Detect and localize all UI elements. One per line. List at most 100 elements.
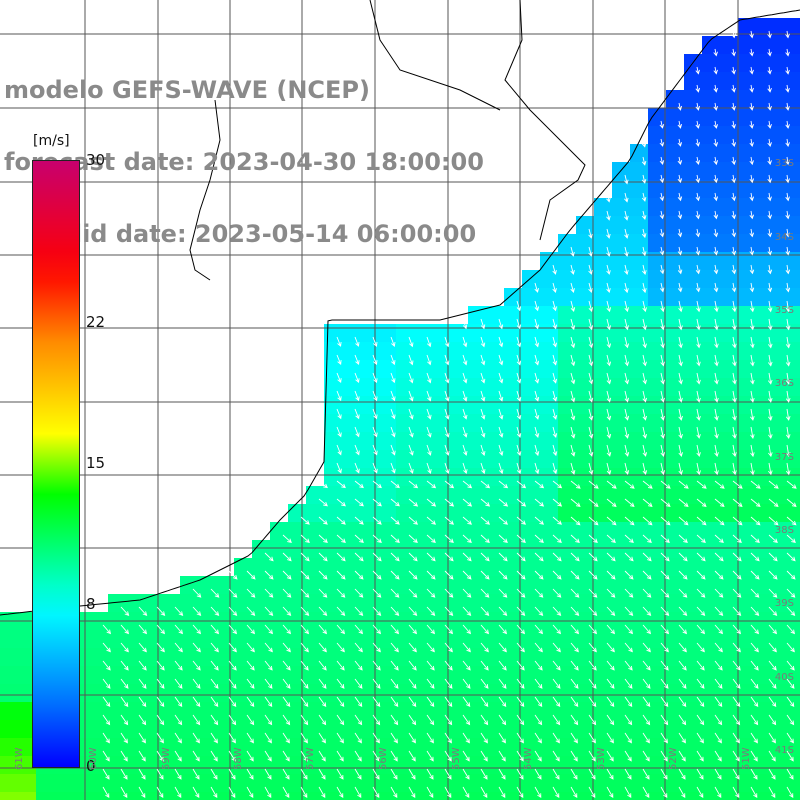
- wind-arrow: [768, 408, 773, 421]
- wind-arrow: [174, 660, 183, 671]
- wind-arrow: [624, 282, 629, 294]
- wind-arrow: [552, 714, 561, 726]
- wind-arrow: [624, 462, 630, 476]
- wind-arrow: [336, 534, 346, 544]
- wind-arrow: [713, 174, 719, 184]
- wind-arrow: [767, 282, 773, 293]
- wind-arrow: [660, 714, 669, 726]
- wind-arrow: [480, 516, 491, 525]
- wind-arrow: [552, 606, 562, 616]
- wind-arrow: [785, 426, 791, 440]
- wind-arrow: [516, 606, 526, 616]
- wind-arrow: [282, 768, 290, 780]
- wind-arrow: [749, 228, 755, 238]
- wind-arrow: [336, 696, 345, 708]
- wind-arrow: [498, 390, 504, 402]
- wind-arrow: [714, 354, 719, 367]
- wind-arrow: [480, 354, 486, 366]
- wind-arrow: [660, 732, 668, 744]
- wind-arrow: [552, 390, 558, 402]
- wind-arrow: [677, 264, 683, 275]
- wind-arrow: [390, 588, 400, 598]
- wind-arrow: [731, 30, 736, 39]
- wind-arrow: [624, 174, 629, 185]
- wind-arrow: [426, 660, 435, 671]
- wind-arrow: [426, 444, 432, 456]
- wind-arrow: [588, 516, 599, 526]
- longitude-label: 54W: [523, 747, 534, 770]
- wind-arrow: [552, 282, 557, 294]
- wind-arrow: [678, 732, 686, 744]
- wind-arrow: [282, 624, 292, 635]
- wind-arrow: [588, 624, 598, 635]
- wind-arrow: [156, 714, 165, 726]
- wind-arrow: [534, 642, 543, 653]
- wind-arrow: [498, 516, 509, 525]
- wind-arrow: [462, 642, 471, 653]
- wind-arrow: [695, 102, 701, 111]
- wind-arrow: [767, 372, 773, 385]
- wind-arrow: [264, 714, 273, 726]
- wind-arrow: [390, 516, 400, 525]
- wind-arrow: [624, 624, 634, 635]
- wind-arrow: [732, 354, 737, 367]
- colorbar-tick-label: 22: [86, 312, 106, 331]
- wind-arrow: [606, 462, 612, 476]
- wind-arrow: [768, 462, 773, 476]
- wind-arrow: [408, 426, 414, 438]
- wind-arrow: [750, 570, 760, 580]
- wind-arrow: [785, 408, 791, 421]
- wind-arrow: [624, 678, 633, 689]
- wind-arrow: [372, 426, 378, 438]
- wind-arrow: [480, 318, 486, 330]
- wind-arrow: [444, 624, 454, 635]
- wind-arrow: [785, 210, 790, 220]
- wind-arrow: [696, 678, 705, 689]
- wind-arrow: [732, 444, 737, 458]
- wind-arrow: [695, 264, 701, 275]
- wind-arrow: [588, 534, 598, 544]
- wind-arrow: [659, 264, 665, 275]
- wind-arrow: [228, 696, 237, 708]
- wind-arrow: [498, 714, 507, 726]
- wind-arrow: [282, 732, 290, 744]
- wind-arrow: [624, 606, 634, 616]
- wind-arrow: [354, 732, 362, 744]
- wind-arrow: [768, 786, 776, 799]
- wind-arrow: [372, 552, 382, 562]
- wind-arrow: [426, 336, 432, 348]
- wind-arrow: [552, 318, 558, 330]
- wind-arrow: [678, 624, 688, 635]
- wind-arrow: [677, 192, 683, 202]
- wind-arrow: [588, 264, 593, 275]
- wind-arrow: [588, 678, 597, 689]
- wind-arrow: [462, 480, 473, 489]
- wind-arrow: [732, 606, 742, 616]
- wind-arrow: [462, 732, 470, 744]
- wind-arrow: [785, 84, 790, 93]
- wind-arrow: [570, 336, 576, 349]
- wind-arrow: [786, 480, 797, 489]
- wind-arrow: [480, 408, 486, 420]
- wind-arrow: [767, 120, 772, 129]
- wind-arrow: [732, 300, 737, 313]
- wind-arrow: [246, 642, 255, 653]
- wind-arrow: [606, 750, 614, 762]
- wind-arrow: [534, 426, 540, 439]
- wind-arrow: [768, 552, 778, 562]
- wind-arrow: [462, 678, 471, 689]
- wind-arrow: [641, 210, 647, 221]
- wind-arrow: [498, 678, 507, 689]
- wind-arrow: [768, 570, 778, 580]
- wind-arrow: [516, 624, 526, 635]
- wind-arrow: [282, 750, 290, 762]
- wind-arrow: [390, 678, 399, 689]
- wind-arrow: [426, 552, 436, 562]
- wind-arrow: [426, 768, 434, 780]
- latitude-label: 39S: [774, 598, 794, 609]
- wind-arrow: [696, 534, 706, 544]
- wind-arrow: [354, 750, 362, 762]
- wind-arrow: [713, 246, 719, 256]
- wind-arrow: [714, 318, 719, 331]
- wind-arrow: [767, 138, 772, 148]
